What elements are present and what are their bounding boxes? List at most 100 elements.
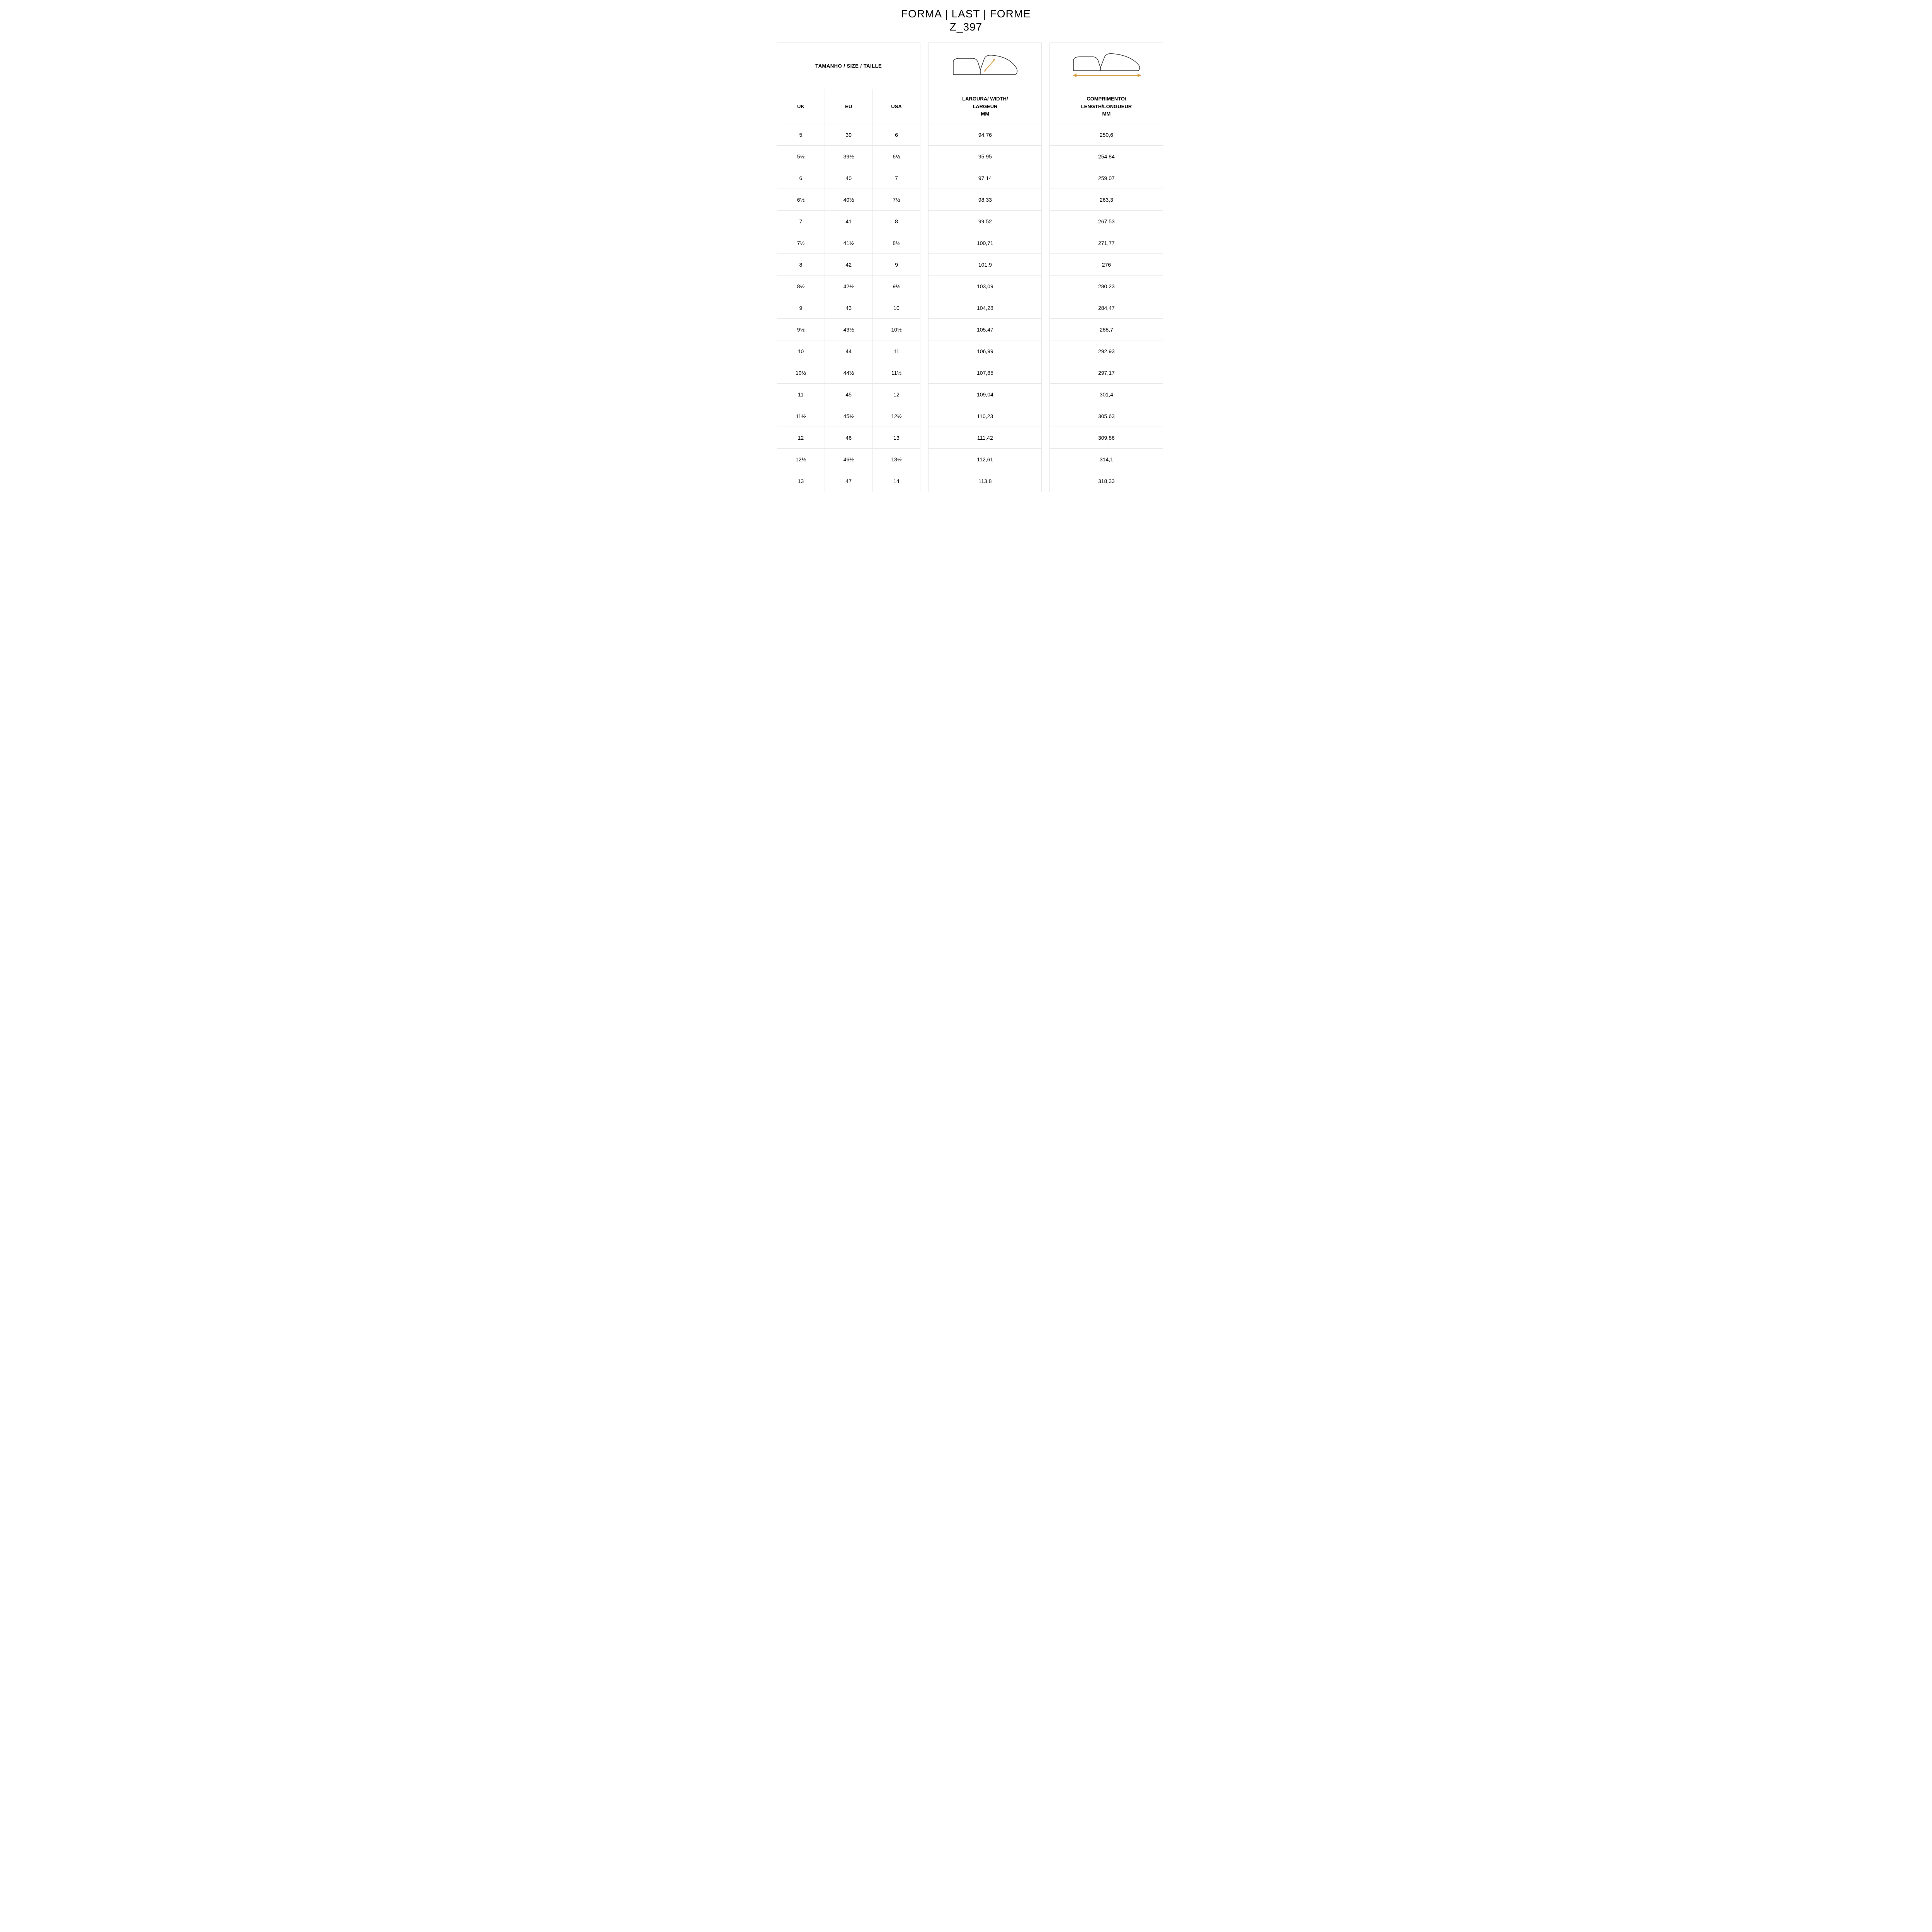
- cell-uk: 7½: [777, 232, 825, 253]
- table-row: 112,61: [929, 449, 1041, 470]
- table-row: 8429: [777, 254, 920, 276]
- table-row: 103,09: [929, 276, 1041, 297]
- cell-width: 107,85: [929, 362, 1041, 383]
- cell-length: 267,53: [1050, 211, 1163, 232]
- cell-length: 271,77: [1050, 232, 1163, 253]
- length-diagram-cell: [1050, 43, 1163, 89]
- cell-usa: 9: [872, 254, 920, 275]
- cell-usa: 10½: [872, 319, 920, 340]
- table-row: 105,47: [929, 319, 1041, 340]
- size-subheader-row: UK EU USA: [777, 89, 920, 124]
- table-row: 259,07: [1050, 167, 1163, 189]
- cell-uk: 11: [777, 384, 825, 405]
- table-row: 280,23: [1050, 276, 1163, 297]
- table-row: 10½44½11½: [777, 362, 920, 384]
- cell-uk: 11½: [777, 405, 825, 427]
- table-row: 134714: [777, 470, 920, 492]
- table-row: 305,63: [1050, 405, 1163, 427]
- length-header: COMPRIMENTO/ LENGTH/LONGUEUR MM: [1050, 89, 1163, 124]
- table-row: 124613: [777, 427, 920, 449]
- cell-uk: 13: [777, 470, 825, 492]
- cell-width: 97,14: [929, 167, 1041, 189]
- cell-width: 105,47: [929, 319, 1041, 340]
- cell-eu: 46: [825, 427, 872, 448]
- width-rows: 94,7695,9597,1498,3399,52100,71101,9103,…: [929, 124, 1041, 492]
- table-row: 271,77: [1050, 232, 1163, 254]
- table-row: 7418: [777, 211, 920, 232]
- table-row: 104411: [777, 340, 920, 362]
- cell-length: 284,47: [1050, 297, 1163, 318]
- table-row: 254,84: [1050, 146, 1163, 167]
- cell-usa: 11: [872, 340, 920, 362]
- table-row: 309,86: [1050, 427, 1163, 449]
- table-row: 297,17: [1050, 362, 1163, 384]
- cell-length: 292,93: [1050, 340, 1163, 362]
- cell-eu: 43: [825, 297, 872, 318]
- cell-eu: 46½: [825, 449, 872, 470]
- cell-usa: 7½: [872, 189, 920, 210]
- cell-eu: 47: [825, 470, 872, 492]
- cell-eu: 43½: [825, 319, 872, 340]
- cell-length: 305,63: [1050, 405, 1163, 427]
- table-row: 318,33: [1050, 470, 1163, 492]
- cell-usa: 8: [872, 211, 920, 232]
- cell-eu: 44½: [825, 362, 872, 383]
- cell-width: 110,23: [929, 405, 1041, 427]
- table-row: 263,3: [1050, 189, 1163, 211]
- cell-usa: 7: [872, 167, 920, 189]
- cell-length: 254,84: [1050, 146, 1163, 167]
- cell-width: 101,9: [929, 254, 1041, 275]
- table-row: 94310: [777, 297, 920, 319]
- cell-width: 109,04: [929, 384, 1041, 405]
- width-header: LARGURA/ WIDTH/ LARGEUR MM: [929, 89, 1041, 124]
- table-row: 5396: [777, 124, 920, 146]
- cell-uk: 8½: [777, 276, 825, 297]
- cell-eu: 41½: [825, 232, 872, 253]
- cell-width: 111,42: [929, 427, 1041, 448]
- cell-usa: 13½: [872, 449, 920, 470]
- cell-uk: 8: [777, 254, 825, 275]
- table-row: 101,9: [929, 254, 1041, 276]
- table-row: 284,47: [1050, 297, 1163, 319]
- cell-length: 301,4: [1050, 384, 1163, 405]
- cell-width: 99,52: [929, 211, 1041, 232]
- table-row: 111,42: [929, 427, 1041, 449]
- cell-eu: 40½: [825, 189, 872, 210]
- cell-width: 95,95: [929, 146, 1041, 167]
- size-col-usa: USA: [872, 89, 920, 124]
- cell-usa: 9½: [872, 276, 920, 297]
- width-column: LARGURA/ WIDTH/ LARGEUR MM 94,7695,9597,…: [928, 43, 1042, 492]
- table-row: 106,99: [929, 340, 1041, 362]
- cell-width: 112,61: [929, 449, 1041, 470]
- table-row: 11½45½12½: [777, 405, 920, 427]
- cell-uk: 12: [777, 427, 825, 448]
- table-row: 12½46½13½: [777, 449, 920, 470]
- cell-eu: 39: [825, 124, 872, 145]
- cell-uk: 10½: [777, 362, 825, 383]
- table-row: 276: [1050, 254, 1163, 276]
- table-row: 6407: [777, 167, 920, 189]
- table-row: 292,93: [1050, 340, 1163, 362]
- cell-length: 280,23: [1050, 276, 1163, 297]
- cell-uk: 12½: [777, 449, 825, 470]
- size-chart-container: FORMA | LAST | FORME Z_397 TAMANHO / SIZ…: [777, 8, 1155, 492]
- page-title: FORMA | LAST | FORME: [777, 8, 1155, 20]
- cell-uk: 6: [777, 167, 825, 189]
- cell-eu: 42: [825, 254, 872, 275]
- cell-width: 100,71: [929, 232, 1041, 253]
- cell-uk: 9½: [777, 319, 825, 340]
- table-row: 267,53: [1050, 211, 1163, 232]
- cell-length: 288,7: [1050, 319, 1163, 340]
- cell-eu: 39½: [825, 146, 872, 167]
- size-header: TAMANHO / SIZE / TAILLE: [777, 43, 920, 89]
- cell-length: 276: [1050, 254, 1163, 275]
- shoe-length-icon: [1070, 51, 1143, 82]
- table-row: 97,14: [929, 167, 1041, 189]
- table-row: 288,7: [1050, 319, 1163, 340]
- cell-usa: 6: [872, 124, 920, 145]
- table-row: 94,76: [929, 124, 1041, 146]
- cell-length: 309,86: [1050, 427, 1163, 448]
- width-subheader-row: LARGURA/ WIDTH/ LARGEUR MM: [929, 89, 1041, 124]
- columns-wrapper: TAMANHO / SIZE / TAILLE UK EU USA 53965½…: [777, 43, 1155, 492]
- cell-length: 250,6: [1050, 124, 1163, 145]
